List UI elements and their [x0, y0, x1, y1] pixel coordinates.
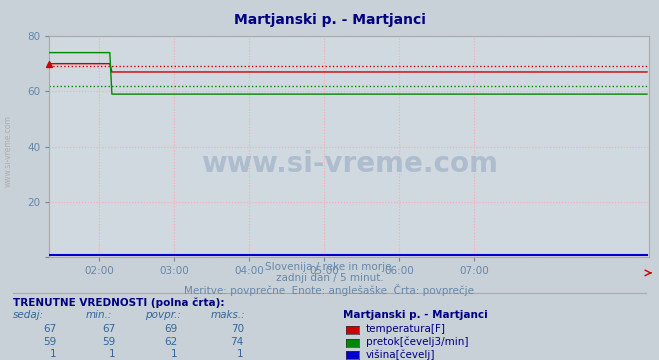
Text: 69: 69: [165, 324, 178, 334]
Text: 67: 67: [102, 324, 115, 334]
Text: maks.:: maks.:: [211, 310, 246, 320]
Text: višina[čevelj]: višina[čevelj]: [366, 349, 435, 360]
Text: www.si-vreme.com: www.si-vreme.com: [201, 150, 498, 179]
Text: 1: 1: [109, 349, 115, 359]
Text: pretok[čevelj3/min]: pretok[čevelj3/min]: [366, 337, 469, 347]
Text: 70: 70: [231, 324, 244, 334]
Text: min.:: min.:: [86, 310, 112, 320]
Text: 62: 62: [165, 337, 178, 347]
Text: Martjanski p. - Martjanci: Martjanski p. - Martjanci: [343, 310, 488, 320]
Text: 59: 59: [43, 337, 56, 347]
Text: 1: 1: [171, 349, 178, 359]
Text: zadnji dan / 5 minut.: zadnji dan / 5 minut.: [275, 273, 384, 283]
Text: TRENUTNE VREDNOSTI (polna črta):: TRENUTNE VREDNOSTI (polna črta):: [13, 297, 225, 307]
Text: www.si-vreme.com: www.si-vreme.com: [3, 115, 13, 187]
Text: 74: 74: [231, 337, 244, 347]
Text: Slovenija / reke in morje.: Slovenija / reke in morje.: [264, 262, 395, 272]
Text: 1: 1: [49, 349, 56, 359]
Text: 1: 1: [237, 349, 244, 359]
Text: 67: 67: [43, 324, 56, 334]
Text: temperatura[F]: temperatura[F]: [366, 324, 445, 334]
Text: Meritve: povprečne  Enote: anglešaške  Črta: povprečje: Meritve: povprečne Enote: anglešaške Črt…: [185, 284, 474, 296]
Text: Martjanski p. - Martjanci: Martjanski p. - Martjanci: [233, 13, 426, 27]
Text: sedaj:: sedaj:: [13, 310, 44, 320]
Text: povpr.:: povpr.:: [145, 310, 181, 320]
Text: 59: 59: [102, 337, 115, 347]
